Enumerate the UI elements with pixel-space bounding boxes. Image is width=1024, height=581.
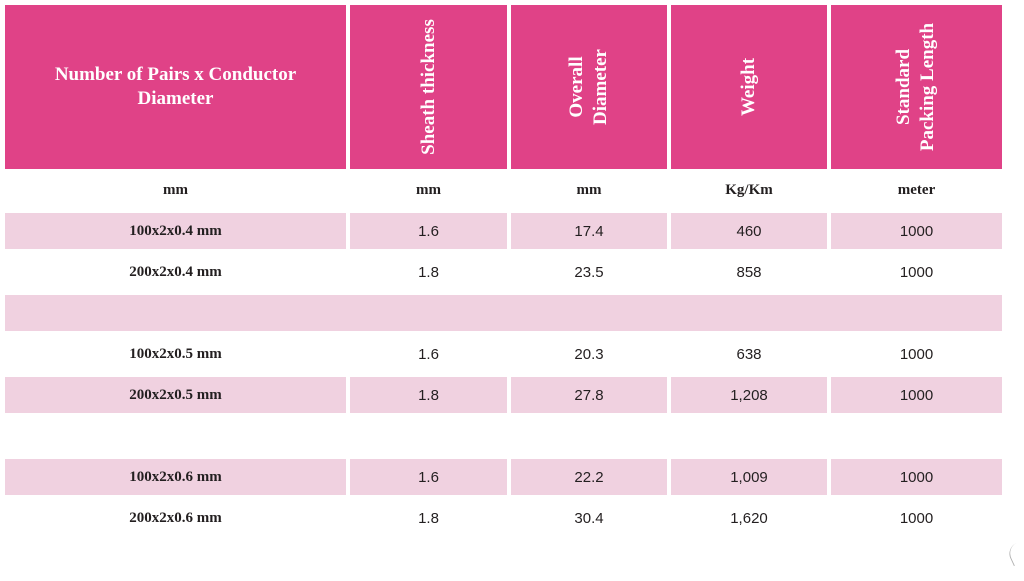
units-row: mm mm mm Kg/Km meter: [0, 172, 1024, 208]
cell-sheath: 1.6: [350, 459, 507, 495]
unit-overall: mm: [576, 181, 602, 198]
header-pairs-line2: Diameter: [137, 88, 214, 109]
cell-pairs: 200x2x0.4 mm: [129, 263, 222, 280]
cell-packing: 1000: [899, 263, 934, 281]
cell-overall: 23.5: [574, 263, 604, 281]
table-row: 100x2x0.6 mm 1.6 22.2 1,009 1000: [0, 459, 1024, 495]
table-row: 200x2x0.5 mm 1.8 27.8 1,208 1000: [0, 377, 1024, 413]
header-packing-line2: Packing Length: [917, 22, 939, 152]
cell-sheath: 1.8: [350, 377, 507, 413]
table-row: 100x2x0.5 mm 1.6 20.3 638 1000: [0, 336, 1024, 372]
cell-overall: 27.8: [511, 377, 667, 413]
cell-weight: 460: [671, 213, 827, 249]
header-weight-line1: Weight: [738, 57, 759, 117]
cell-pairs: 100x2x0.5 mm: [129, 345, 222, 362]
page-curl-decoration: [1005, 541, 1024, 567]
header-pairs-line1: Number of Pairs x Conductor: [54, 64, 297, 85]
cell-packing: 1000: [831, 459, 1002, 495]
cell-weight: 1,208: [671, 377, 827, 413]
header-packing-line1: Standard: [893, 48, 915, 126]
cell-pairs: 100x2x0.6 mm: [5, 459, 346, 495]
table-row: 200x2x0.6 mm 1.8 30.4 1,620 1000: [0, 500, 1024, 536]
empty-band: [5, 295, 1002, 331]
unit-weight: Kg/Km: [725, 181, 773, 198]
table-row: 200x2x0.4 mm 1.8 23.5 858 1000: [0, 254, 1024, 290]
cell-pairs: 200x2x0.6 mm: [129, 509, 222, 526]
cell-pairs: 100x2x0.4 mm: [5, 213, 346, 249]
header-sheath-line1: Sheath thickness: [417, 19, 439, 155]
unit-pairs: mm: [163, 181, 188, 198]
header-pairs-conductor: Number of Pairs x Conductor Diameter: [5, 5, 346, 169]
cell-overall: 30.4: [574, 509, 604, 527]
table-row-empty: [0, 295, 1024, 331]
cell-packing: 1000: [899, 345, 934, 363]
cell-sheath: 1.6: [350, 213, 507, 249]
unit-sheath: mm: [416, 181, 441, 198]
header-overall-diameter: Overall Diameter: [511, 5, 667, 169]
cell-sheath: 1.8: [418, 509, 439, 527]
header-overall-line1: Overall: [566, 56, 587, 118]
unit-packing: meter: [897, 181, 936, 198]
cell-overall: 22.2: [511, 459, 667, 495]
cell-weight: 858: [736, 263, 762, 281]
table-row-empty: [0, 418, 1024, 454]
cell-sheath: 1.6: [418, 345, 439, 363]
cell-packing: 1000: [899, 509, 934, 527]
header-overall-line2: Diameter: [590, 49, 611, 125]
header-packing-length: Standard Packing Length: [831, 5, 1002, 169]
cell-weight: 1,009: [671, 459, 827, 495]
header-sheath-thickness: Sheath thickness: [350, 5, 507, 169]
cell-weight: 638: [736, 345, 762, 363]
cell-overall: 17.4: [511, 213, 667, 249]
cell-pairs: 200x2x0.5 mm: [5, 377, 346, 413]
cell-packing: 1000: [831, 213, 1002, 249]
header-weight: Weight: [671, 5, 827, 169]
cell-overall: 20.3: [574, 345, 604, 363]
cell-packing: 1000: [831, 377, 1002, 413]
table-row: 100x2x0.4 mm 1.6 17.4 460 1000: [0, 213, 1024, 249]
cell-sheath: 1.8: [418, 263, 439, 281]
cell-weight: 1,620: [730, 509, 768, 527]
